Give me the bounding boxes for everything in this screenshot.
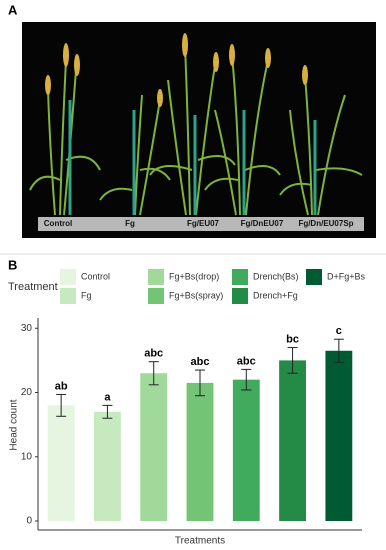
significance-letter: bc xyxy=(286,333,299,345)
photo-label: Fg/DnEU07 xyxy=(241,219,284,228)
legend-swatch xyxy=(232,288,248,304)
legend-swatch xyxy=(232,269,248,285)
y-tick-label: 30 xyxy=(21,323,33,334)
bar xyxy=(186,382,214,522)
panel-label: B xyxy=(8,257,17,272)
legend-label: Drench(Bs) xyxy=(253,271,299,281)
photo-label: Control xyxy=(44,219,72,228)
y-tick-label: 20 xyxy=(21,387,33,398)
stakes xyxy=(68,100,317,215)
photo-label: Fg/EU07 xyxy=(187,219,220,228)
legend-swatch xyxy=(148,269,164,285)
legend-label: D+Fg+Bs xyxy=(327,271,366,281)
bar xyxy=(279,360,306,522)
legend-label: Fg+Bs(drop) xyxy=(169,271,219,281)
bar xyxy=(140,373,168,522)
legend-title: Treatment xyxy=(8,281,58,293)
significance-letter: abc xyxy=(191,356,210,368)
significance-letter: c xyxy=(336,325,342,337)
photo xyxy=(22,22,376,238)
legend-swatch xyxy=(306,269,322,285)
heads xyxy=(45,33,308,107)
bar xyxy=(325,350,353,522)
panel-label: A xyxy=(8,2,18,17)
bar xyxy=(47,405,75,522)
y-tick-label: 0 xyxy=(26,516,32,527)
y-axis-title: Head count xyxy=(9,399,20,450)
legend-label: Fg xyxy=(81,290,92,300)
x-axis-title: Treatments xyxy=(175,536,225,547)
significance-letter: ab xyxy=(55,380,68,392)
label-strip xyxy=(38,217,364,231)
legend-swatch xyxy=(60,288,76,304)
photo-label: Fg/Dn/EU07Sp xyxy=(298,219,353,228)
legend-label: Drench+Fg xyxy=(253,290,298,300)
photo-label: Fg xyxy=(125,219,135,228)
bar xyxy=(232,379,260,522)
significance-letter: abc xyxy=(237,355,256,367)
legend-swatch xyxy=(60,269,76,285)
legend-label: Control xyxy=(81,271,110,281)
significance-letter: a xyxy=(104,391,111,403)
bar xyxy=(94,411,121,522)
y-tick-label: 10 xyxy=(21,451,33,462)
legend-swatch xyxy=(148,288,164,304)
significance-letter: abc xyxy=(144,348,163,360)
legend-label: Fg+Bs(spray) xyxy=(169,290,223,300)
